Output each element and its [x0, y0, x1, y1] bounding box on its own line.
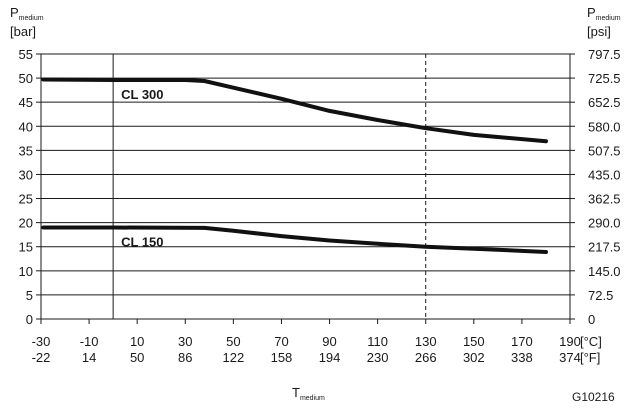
x-unit-fahrenheit: [°F]	[580, 350, 600, 365]
y-tick-label-bar: 30	[19, 167, 33, 182]
y-tick-label-bar: 15	[19, 240, 33, 255]
x-tick-label-fahrenheit: 14	[82, 350, 96, 365]
y-axis-unit-right: [psi]	[587, 24, 611, 39]
y-tick-label-psi: 725.5	[588, 71, 621, 86]
x-tick-label-fahrenheit: 158	[271, 350, 293, 365]
x-tick-label-fahrenheit: 266	[415, 350, 437, 365]
y-tick-label-bar: 55	[19, 47, 33, 62]
x-tick-label-celsius: 50	[226, 334, 240, 349]
y-tick-label-psi: 652.5	[588, 95, 621, 110]
x-tick-label-celsius: -10	[80, 334, 99, 349]
series-label-1: CL 300	[121, 87, 163, 102]
y-tick-label-bar: 35	[19, 143, 33, 158]
figure-id: G10216	[572, 390, 615, 404]
y-tick-label-psi: 435.0	[588, 167, 621, 182]
y-tick-label-bar: 50	[19, 71, 33, 86]
y-tick-label-psi: 797.5	[588, 47, 621, 62]
y-tick-label-bar: 25	[19, 192, 33, 207]
y-tick-label-bar: 20	[19, 216, 33, 231]
y-tick-label-bar: 0	[26, 312, 33, 327]
x-tick-label-celsius: 110	[367, 334, 388, 349]
x-tick-label-celsius: 70	[274, 334, 288, 349]
y-tick-label-psi: 217.5	[588, 240, 621, 255]
y-tick-label-bar: 10	[19, 264, 33, 279]
y-axis-title-left: Pmedium	[10, 5, 44, 22]
y-tick-label-psi: 145.0	[588, 264, 621, 279]
x-tick-label-fahrenheit: 302	[463, 350, 485, 365]
x-tick-label-celsius: 30	[178, 334, 192, 349]
x-tick-label-celsius: 10	[130, 334, 144, 349]
x-tick-label-fahrenheit: 374	[559, 350, 581, 365]
y-tick-label-bar: 40	[19, 119, 33, 134]
x-tick-label-celsius: 130	[415, 334, 437, 349]
y-tick-label-psi: 0	[588, 312, 595, 327]
y-tick-label-psi: 362.5	[588, 192, 621, 207]
x-tick-label-fahrenheit: 50	[130, 350, 144, 365]
y-tick-label-psi: 580.0	[588, 119, 621, 134]
y-tick-label-psi: 72.5	[588, 288, 613, 303]
x-unit-celsius: [°C]	[580, 334, 602, 349]
x-tick-label-fahrenheit: 86	[178, 350, 192, 365]
x-tick-label-fahrenheit: -22	[32, 350, 51, 365]
x-tick-label-celsius: 90	[322, 334, 336, 349]
x-tick-label-celsius: 150	[463, 334, 485, 349]
x-tick-label-fahrenheit: 338	[511, 350, 533, 365]
y-tick-label-psi: 290.0	[588, 216, 621, 231]
x-tick-label-celsius: -30	[32, 334, 51, 349]
series-line-1	[41, 77, 548, 144]
x-tick-label-celsius: 170	[511, 334, 533, 349]
x-tick-label-fahrenheit: 194	[319, 350, 341, 365]
series-label-2: CL 150	[121, 234, 163, 249]
y-tick-label-bar: 5	[26, 288, 33, 303]
y-tick-label-psi: 507.5	[588, 143, 621, 158]
x-tick-label-celsius: 190	[559, 334, 581, 349]
y-axis-unit-left: [bar]	[10, 24, 36, 39]
x-tick-label-fahrenheit: 230	[367, 350, 389, 365]
y-axis-title-right: Pmedium	[587, 5, 621, 22]
series-line-2	[41, 225, 548, 254]
y-tick-label-bar: 45	[19, 95, 33, 110]
x-tick-label-fahrenheit: 122	[223, 350, 245, 365]
x-axis-title: Tmedium	[292, 385, 325, 402]
